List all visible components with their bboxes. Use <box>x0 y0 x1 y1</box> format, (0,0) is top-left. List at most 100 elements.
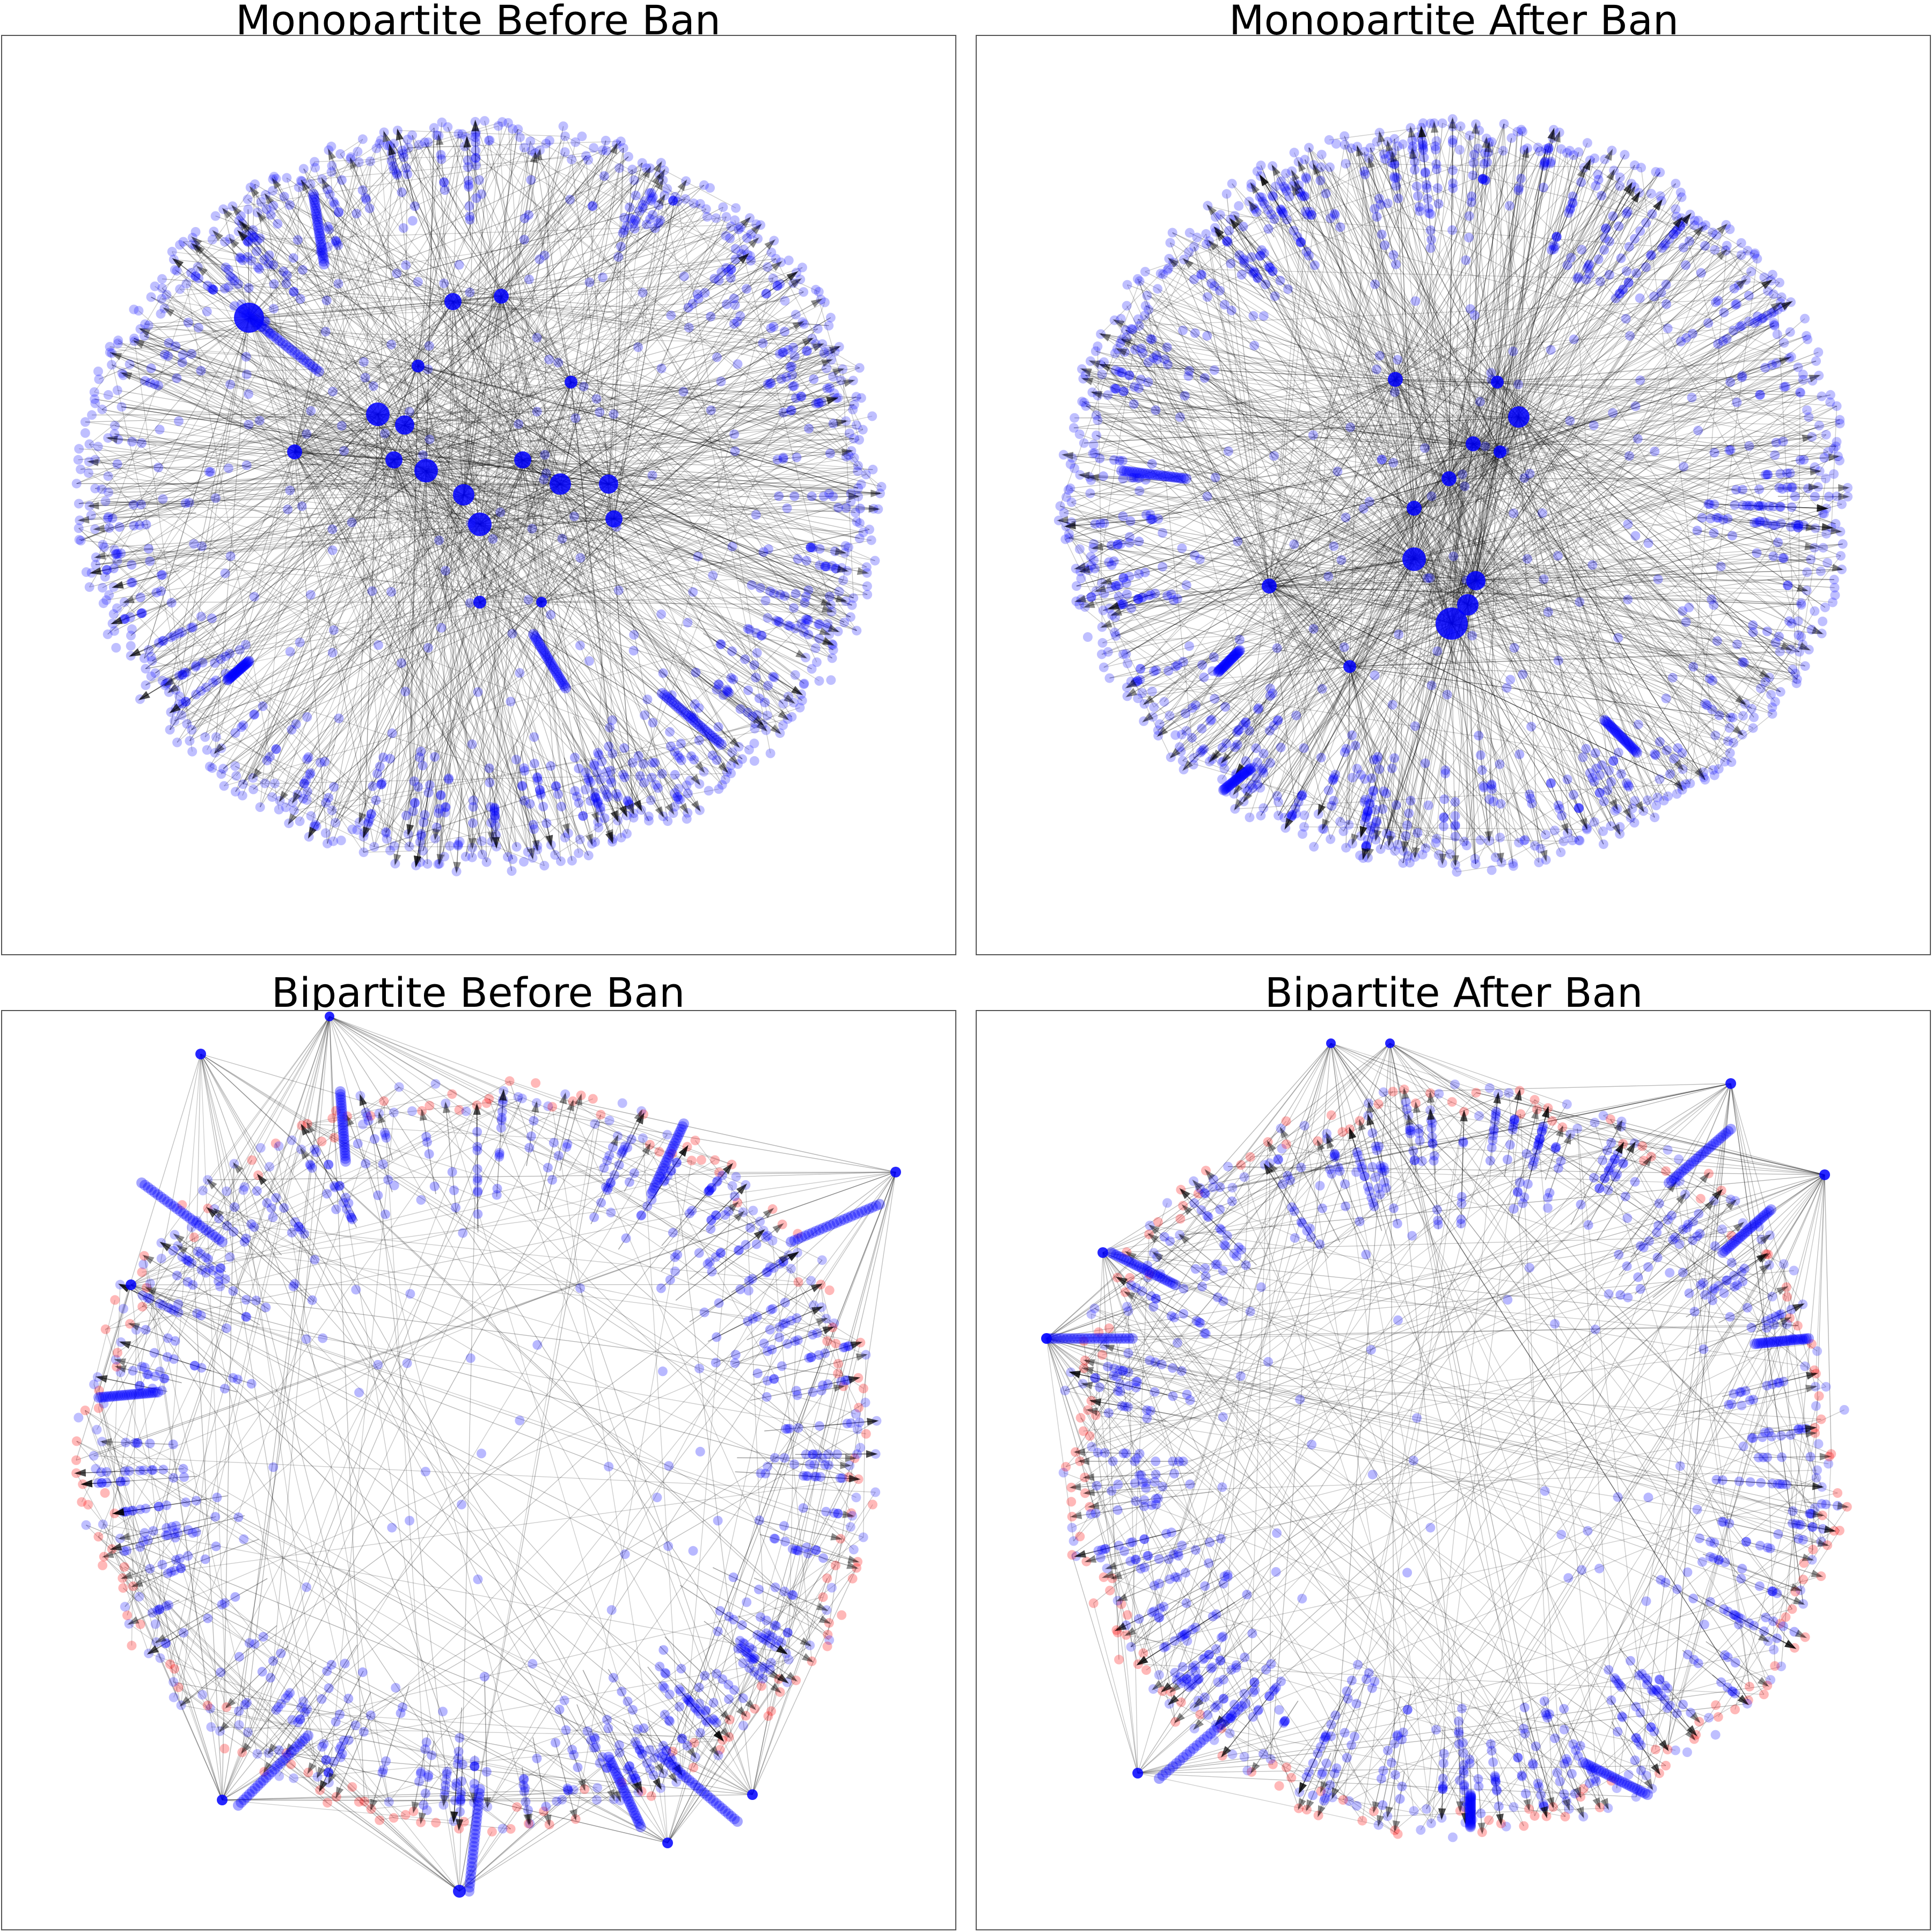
periphery-node <box>1817 391 1827 401</box>
periphery-node <box>721 231 731 241</box>
periphery-node <box>420 137 430 148</box>
graph-edge <box>560 163 643 485</box>
chain-node <box>557 801 566 811</box>
graph-edge <box>102 425 405 588</box>
graph-edge <box>1126 336 1415 509</box>
periphery-node <box>440 852 450 862</box>
graph-edge <box>364 518 614 833</box>
graph-edge <box>626 278 774 834</box>
graph-edge <box>393 216 727 460</box>
graph-edge <box>1103 416 1519 668</box>
graph-edge <box>248 317 838 632</box>
graph-edge <box>613 518 857 631</box>
chain-node <box>1309 260 1320 270</box>
periphery-node <box>187 747 197 757</box>
graph-edge <box>479 524 868 587</box>
chain-node <box>1688 662 1699 672</box>
graph-edge <box>608 324 804 485</box>
periphery-node <box>848 405 858 415</box>
strand-node <box>316 241 327 253</box>
edge-arrowhead <box>610 810 619 823</box>
graph-edge <box>192 244 453 302</box>
graph-edge <box>418 122 509 367</box>
chain-edge <box>777 581 846 602</box>
chain-node <box>578 811 588 821</box>
inner-node <box>778 452 788 463</box>
periphery-node <box>1725 224 1735 235</box>
periphery-node <box>590 837 600 847</box>
chain-node <box>648 210 657 220</box>
graph-edge <box>570 168 620 383</box>
chain-node <box>186 268 196 278</box>
graph-edge <box>386 459 523 839</box>
edge-arrowhead <box>585 833 593 846</box>
graph-edge <box>394 296 502 864</box>
periphery-node <box>104 487 113 497</box>
graph-edge <box>144 414 378 659</box>
periphery-node <box>1558 836 1569 846</box>
periphery-node <box>150 281 160 291</box>
graph-edge <box>113 382 572 588</box>
chain-node <box>1732 397 1742 407</box>
chain-node <box>266 210 276 220</box>
periphery-node <box>297 176 307 186</box>
chain-node <box>780 326 789 336</box>
periphery-node <box>1820 602 1830 612</box>
chain-edge <box>165 653 218 686</box>
edge-arrowhead <box>349 157 358 169</box>
graph-edge <box>1467 604 1732 763</box>
chain-node <box>1790 492 1800 501</box>
graph-edge <box>426 185 705 471</box>
periphery-node <box>177 710 187 720</box>
chain-edge <box>466 137 471 222</box>
periphery-node <box>1086 552 1096 562</box>
graph-edge <box>1269 586 1546 835</box>
edge-layer <box>76 121 882 872</box>
graph-edge <box>223 524 480 786</box>
graph-edge <box>560 484 676 807</box>
periphery-node <box>873 504 883 514</box>
graph-edge <box>501 296 838 632</box>
chain-node <box>618 228 628 238</box>
strand-node <box>664 694 675 705</box>
periphery-node <box>870 555 880 566</box>
graph-edge <box>422 484 609 851</box>
graph-edge <box>418 365 859 489</box>
edge-arrowhead <box>86 458 99 466</box>
chain-node <box>1377 229 1387 239</box>
graph-edge <box>1448 478 1456 865</box>
chain-node <box>145 556 155 566</box>
graph-edge <box>1223 443 1474 762</box>
chain-node <box>804 423 814 434</box>
chain-node <box>178 670 188 680</box>
chain-node <box>623 795 632 806</box>
periphery-node <box>1752 254 1762 264</box>
graph-edge <box>426 470 428 864</box>
periphery-node <box>704 786 714 796</box>
graph-edge <box>608 484 879 510</box>
edge-arrowhead <box>826 397 839 405</box>
graph-edge <box>1414 332 1790 509</box>
graph-edge <box>479 524 726 780</box>
graph-edge <box>1489 382 1498 841</box>
graph-edge <box>223 209 609 485</box>
periphery-node <box>84 439 94 449</box>
edge-arrowhead <box>778 710 789 721</box>
graph-edge <box>221 484 609 774</box>
graph-edge <box>479 126 564 603</box>
graph-edge <box>1343 623 1452 832</box>
edge-arrowhead <box>826 397 839 405</box>
periphery-node <box>851 420 861 430</box>
graph-edge <box>479 567 867 603</box>
graph-edge <box>612 302 825 842</box>
chain-node <box>1430 141 1440 151</box>
periphery-node <box>868 504 879 514</box>
graph-edge <box>1414 226 1703 509</box>
graph-edge <box>96 457 854 565</box>
periphery-node <box>749 756 759 766</box>
graph-edge <box>1269 586 1822 634</box>
strand-node <box>289 347 301 358</box>
chain-node <box>1133 594 1144 604</box>
chain-node <box>320 757 330 767</box>
graph-edge <box>130 602 480 656</box>
